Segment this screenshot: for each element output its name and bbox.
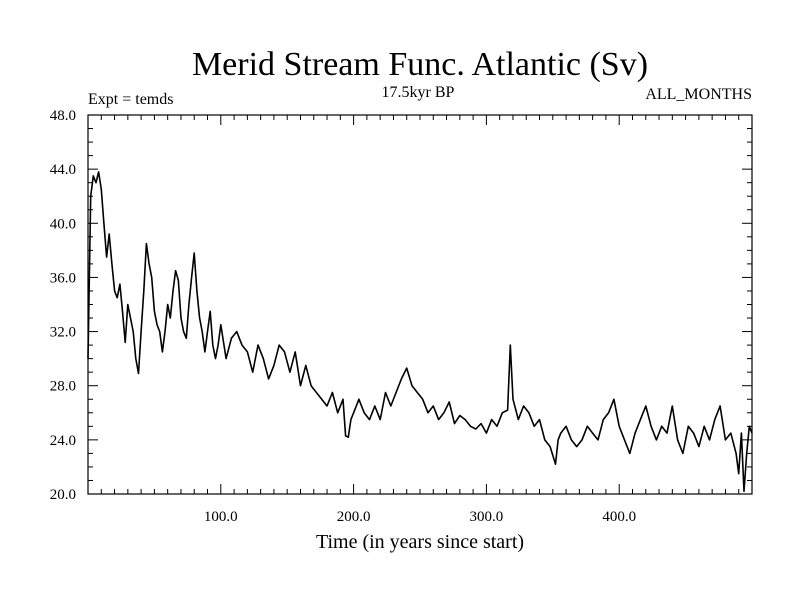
y-tick-label: 32.0 [50, 325, 76, 341]
x-tick-label: 100.0 [204, 509, 238, 525]
x-axis-label: Time (in years since start) [316, 531, 524, 553]
chart-title: Merid Stream Func. Atlantic (Sv) [192, 46, 648, 83]
series-line [87, 171, 753, 493]
x-tick-label: 200.0 [337, 509, 371, 525]
y-tick-label: 36.0 [50, 270, 76, 286]
y-tick-label: 40.0 [50, 216, 76, 232]
y-tick-label: 28.0 [50, 379, 76, 395]
series-layer [87, 171, 753, 493]
x-tick-label: 400.0 [602, 509, 636, 525]
subtitle-left: Expt = temds [88, 91, 173, 108]
y-tick-label: 24.0 [50, 433, 76, 449]
y-tick-label: 20.0 [50, 487, 76, 503]
x-tick-label: 300.0 [470, 509, 504, 525]
y-tick-label: 44.0 [50, 162, 76, 178]
tick-marks [88, 114, 752, 495]
y-tick-label: 48.0 [50, 108, 76, 124]
subtitle-center: 17.5kyr BP [382, 84, 455, 101]
subtitle-right: ALL_MONTHS [645, 86, 752, 103]
plot-frame [87, 114, 753, 495]
tick-labels: 20.0 24.0 28.0 32.0 36.0 40.0 44.0 48.0 100.0 200… [50, 108, 636, 525]
